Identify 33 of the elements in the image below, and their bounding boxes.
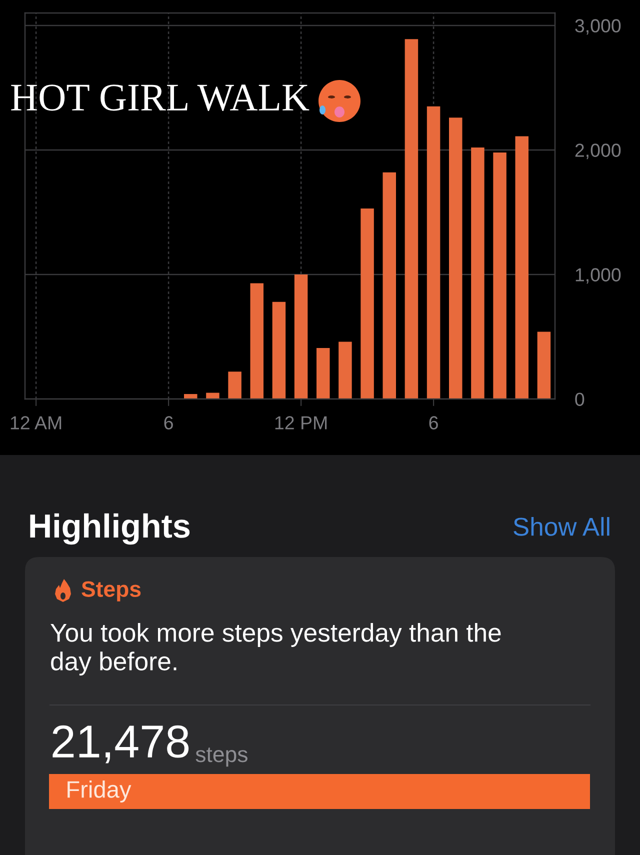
bar	[338, 342, 352, 399]
y-tick-label: 1,000	[576, 268, 621, 284]
bar	[382, 172, 396, 399]
text: Steps	[82, 581, 141, 602]
bar	[184, 394, 198, 399]
bar	[206, 392, 220, 399]
bar	[316, 348, 330, 399]
bar	[426, 106, 440, 399]
y-tick-label: 0	[575, 392, 584, 406]
data-label: 21,478	[52, 725, 189, 764]
x-tick-label: 12 PM	[275, 416, 327, 430]
annotation: HOT GIRL WALK	[11, 84, 310, 111]
y-tick-label: Friday	[68, 780, 132, 803]
x-tick-label: 6	[429, 416, 438, 430]
annotation: steps	[196, 748, 248, 767]
y-tick-label: 2,000	[575, 144, 621, 160]
bar	[493, 152, 506, 399]
text: You took more steps yesterday than the day before.	[50, 623, 501, 676]
x-tick-label: 12 AM	[10, 416, 62, 430]
x-tick-label: 6	[164, 416, 173, 430]
bar	[471, 147, 484, 399]
bar	[272, 302, 286, 399]
bar	[228, 372, 242, 399]
chart-title: Highlights	[30, 513, 190, 545]
bar	[360, 208, 374, 399]
bar	[537, 332, 551, 399]
bar	[294, 274, 308, 399]
bar	[250, 283, 264, 399]
text: Show All	[514, 517, 610, 536]
bar	[515, 136, 528, 399]
y-tick-label: 3,000	[575, 19, 621, 35]
bar	[449, 118, 462, 399]
bar	[404, 39, 418, 399]
